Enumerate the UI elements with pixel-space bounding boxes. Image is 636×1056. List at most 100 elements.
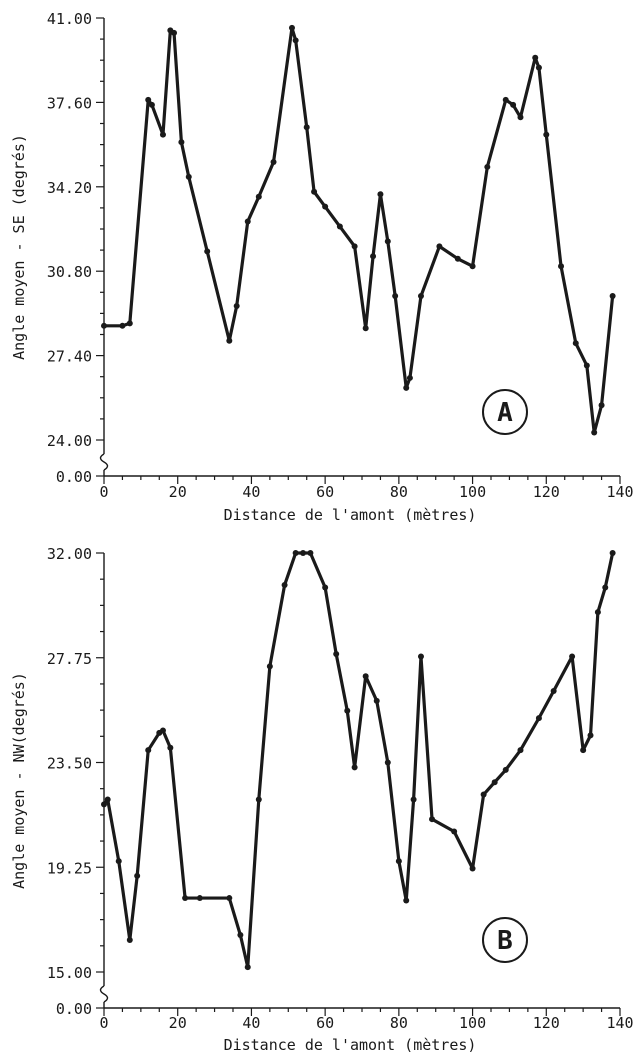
- data-point: [145, 96, 152, 103]
- y-tick-label: 23.50: [47, 755, 92, 773]
- data-point: [244, 218, 251, 225]
- data-point: [237, 932, 244, 939]
- data-point: [558, 263, 565, 270]
- panel-badge-label: A: [497, 398, 513, 428]
- data-point: [406, 374, 413, 381]
- x-tick-label: 40: [242, 483, 260, 501]
- y-zero-label: 0.00: [56, 1000, 92, 1018]
- data-point: [370, 253, 377, 260]
- data-point: [550, 688, 557, 695]
- data-point: [226, 895, 233, 902]
- x-tick-label: 80: [390, 483, 408, 501]
- x-axis-label: Distance de l'amont (mètres): [224, 1036, 477, 1054]
- data-point: [502, 766, 509, 773]
- y-axis-label: Angle moyen - NW(degrés): [10, 672, 28, 889]
- series-line: [102, 26, 615, 435]
- data-point: [543, 131, 550, 138]
- data-point: [594, 609, 601, 616]
- data-point: [403, 384, 410, 391]
- data-point: [171, 29, 178, 36]
- data-point: [517, 747, 524, 754]
- data-point: [333, 651, 340, 658]
- data-point: [469, 263, 476, 270]
- data-point: [101, 801, 107, 808]
- series-line: [102, 551, 615, 969]
- x-tick-label: 60: [316, 483, 334, 501]
- data-point: [609, 293, 616, 300]
- data-point: [101, 322, 107, 329]
- y-tick-label: 19.25: [47, 859, 92, 877]
- y-tick-label: 27.40: [47, 348, 92, 366]
- data-point: [145, 747, 152, 754]
- data-point: [454, 255, 461, 262]
- data-point: [344, 707, 351, 714]
- data-point: [451, 828, 458, 835]
- x-tick-label: 120: [533, 1014, 560, 1032]
- data-point: [572, 340, 579, 347]
- y-tick-label: 37.60: [47, 94, 92, 112]
- data-point: [182, 895, 189, 902]
- data-point: [580, 747, 587, 754]
- data-point: [351, 243, 358, 250]
- data-point: [167, 744, 174, 751]
- data-point: [281, 582, 288, 589]
- data-point: [115, 858, 122, 865]
- x-tick-label: 40: [242, 1014, 260, 1032]
- data-point: [292, 37, 299, 44]
- data-point: [510, 101, 517, 108]
- data-point: [377, 191, 384, 198]
- data-point: [322, 203, 329, 210]
- data-point: [185, 173, 192, 180]
- data-point: [587, 732, 594, 739]
- data-point: [469, 865, 476, 872]
- panel-badge: A: [482, 389, 528, 435]
- data-point: [196, 895, 203, 902]
- data-point: [336, 223, 343, 230]
- data-point: [134, 872, 141, 879]
- y-tick-label: 32.00: [47, 545, 92, 563]
- data-point: [255, 193, 262, 200]
- y-tick-label: 15.00: [47, 964, 92, 982]
- data-point: [532, 54, 539, 61]
- data-point: [384, 759, 391, 766]
- data-point: [126, 936, 133, 943]
- data-point: [480, 791, 487, 798]
- x-tick-label: 0: [99, 1014, 108, 1032]
- data-point: [322, 584, 329, 591]
- y-tick-label: 41.00: [47, 10, 92, 28]
- data-point: [104, 796, 111, 803]
- data-point: [403, 897, 410, 904]
- x-tick-label: 20: [169, 1014, 187, 1032]
- data-point: [244, 964, 251, 971]
- y-zero-label: 0.00: [56, 468, 92, 486]
- data-point: [491, 779, 498, 786]
- x-axis-label: Distance de l'amont (mètres): [224, 506, 477, 524]
- data-point: [373, 697, 380, 704]
- data-point: [395, 858, 402, 865]
- axis-break-mark: [99, 453, 109, 471]
- data-point: [609, 550, 616, 556]
- data-point: [233, 302, 240, 309]
- data-point: [417, 653, 424, 660]
- data-point: [288, 24, 295, 31]
- data-point: [517, 114, 524, 121]
- x-tick-label: 20: [169, 483, 187, 501]
- data-point: [392, 293, 399, 300]
- y-tick-label: 30.80: [47, 263, 92, 281]
- data-point: [266, 663, 273, 670]
- x-tick-label: 100: [459, 1014, 486, 1032]
- x-tick-label: 100: [459, 483, 486, 501]
- x-tick-label: 140: [606, 483, 633, 501]
- x-tick-label: 0: [99, 483, 108, 501]
- data-point: [569, 653, 576, 660]
- axis-break-mark: [99, 985, 109, 1003]
- chart-panel-a: 41.00 37.60 34.20 30.80 27.40 24.00 0.00 0 20 40 6…: [10, 10, 634, 524]
- data-point: [178, 139, 185, 146]
- data-point: [362, 673, 369, 680]
- panel-badge-label: B: [497, 926, 513, 956]
- data-point: [362, 325, 369, 332]
- y-tick-label: 27.75: [47, 650, 92, 668]
- data-point: [384, 238, 391, 245]
- x-tick-label: 80: [390, 1014, 408, 1032]
